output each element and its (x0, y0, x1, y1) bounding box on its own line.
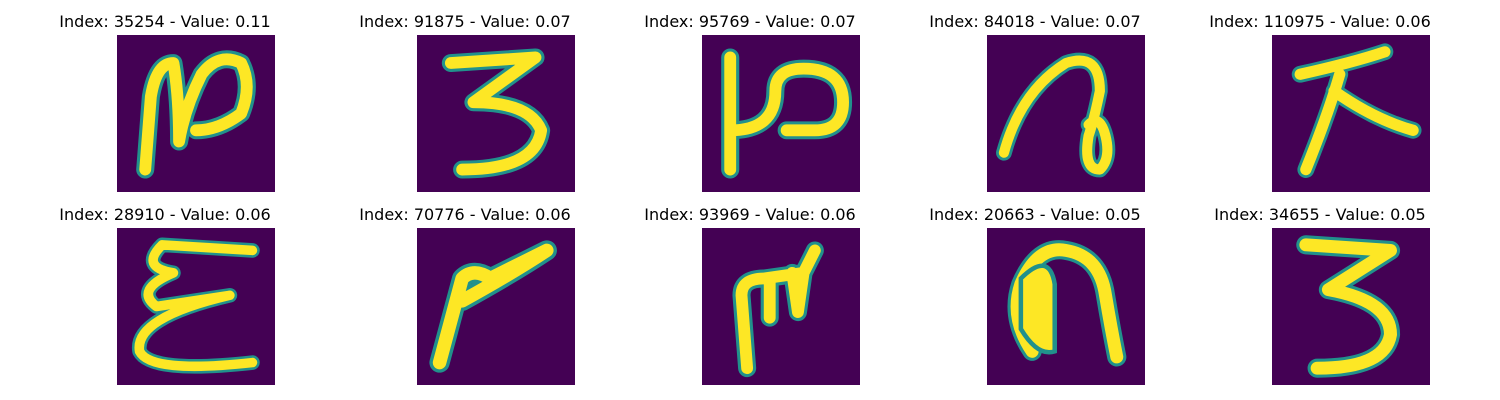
panel-title: Index: 70776 - Value: 0.06 (359, 205, 571, 224)
panel-title: Index: 34655 - Value: 0.05 (1214, 205, 1426, 224)
panel-title: Index: 95769 - Value: 0.07 (644, 12, 856, 31)
panel-title: Index: 20663 - Value: 0.05 (929, 205, 1141, 224)
panel-title: Index: 35254 - Value: 0.11 (59, 12, 271, 31)
glyph-fill (1018, 263, 1057, 355)
glyph-image (1272, 228, 1430, 385)
glyph-stroke-inner (139, 53, 253, 176)
glyph-stroke-inner (1299, 238, 1397, 375)
panel-3: Index: 95769 - Value: 0.07 (600, 10, 900, 200)
panel-5: Index: 110975 - Value: 0.06 (1170, 10, 1470, 200)
glyph-image (702, 35, 860, 192)
panel-title: Index: 93969 - Value: 0.06 (644, 205, 856, 224)
glyph-stroke-inner (735, 244, 821, 375)
glyph-stroke-inner (1010, 243, 1124, 364)
panel-2: Index: 91875 - Value: 0.07 (315, 10, 615, 200)
panel-8: Index: 93969 - Value: 0.06 (600, 203, 900, 393)
panel-10: Index: 34655 - Value: 0.05 (1170, 203, 1470, 393)
panel-7: Index: 70776 - Value: 0.06 (315, 203, 615, 393)
panel-9: Index: 20663 - Value: 0.05 (885, 203, 1185, 393)
panel-title: Index: 91875 - Value: 0.07 (359, 12, 571, 31)
glyph-image (117, 228, 275, 385)
panel-1: Index: 35254 - Value: 0.11 (15, 10, 315, 200)
panel-6: Index: 28910 - Value: 0.06 (15, 203, 315, 393)
glyph-stroke-inner (724, 51, 849, 176)
panel-title: Index: 28910 - Value: 0.06 (59, 205, 271, 224)
glyph-stroke-inner (444, 51, 548, 176)
glyph-image (117, 35, 275, 192)
panel-title: Index: 84018 - Value: 0.07 (929, 12, 1141, 31)
glyph-image (702, 228, 860, 385)
glyph-stroke-inner (1294, 46, 1419, 176)
glyph-image (417, 35, 575, 192)
glyph-image (987, 35, 1145, 192)
panel-4: Index: 84018 - Value: 0.07 (885, 10, 1185, 200)
glyph-stroke-inner (998, 55, 1113, 175)
glyph-image (1272, 35, 1430, 192)
glyph-stroke-inner (432, 243, 554, 370)
panel-title: Index: 110975 - Value: 0.06 (1209, 12, 1431, 31)
glyph-image (987, 228, 1145, 385)
glyph-image (417, 228, 575, 385)
glyph-stroke-inner (134, 240, 258, 372)
image-background (702, 228, 860, 385)
